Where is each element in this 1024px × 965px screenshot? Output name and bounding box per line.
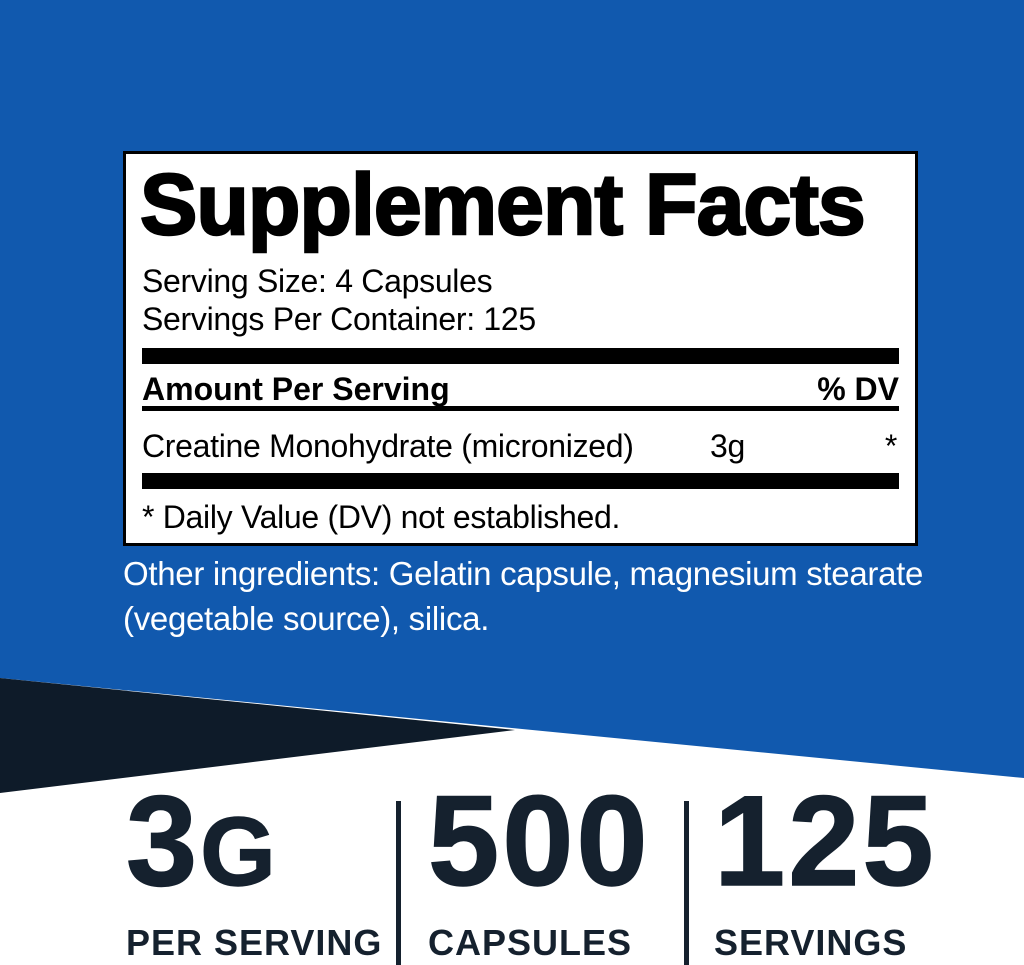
stat-servings-label: SERVINGS (714, 922, 908, 963)
divider-thick-top (142, 347, 899, 364)
ingredient-amount: 3g (710, 427, 745, 464)
stat-grams-unit: G (199, 797, 276, 906)
ingredient-dv-value: * (884, 427, 897, 464)
amount-header-row: Amount Per Serving % DV (142, 371, 899, 408)
stat-divider-right (684, 801, 689, 965)
ingredient-name: Creatine Monohydrate (micronized) (142, 427, 634, 464)
other-ingredients-line-1: Other ingredients: Gelatin capsule, magn… (123, 555, 924, 592)
other-ingredients-line-2: (vegetable source), silica. (123, 600, 490, 637)
stat-capsules-value: 500 (427, 770, 651, 913)
stat-grams-per-serving: 3G (125, 777, 276, 906)
stat-grams-label: PER SERVING (126, 922, 383, 963)
servings-per-container-line: Servings Per Container: 125 (142, 300, 536, 337)
supplement-facts-panel: Supplement Facts Serving Size: 4 Capsule… (123, 151, 918, 546)
stat-grams-value: 3 (125, 770, 201, 913)
other-ingredients: Other ingredients: Gelatin capsule, magn… (123, 551, 933, 641)
panel-title: Supplement Facts (139, 157, 867, 254)
amount-per-serving-header: Amount Per Serving (142, 370, 450, 407)
stat-capsules-label: CAPSULES (428, 922, 633, 963)
serving-size-line: Serving Size: 4 Capsules (142, 262, 493, 299)
divider-thin (142, 405, 899, 411)
stat-servings-value: 125 (713, 770, 937, 913)
percent-dv-header: % DV (817, 370, 899, 407)
dv-footnote: * Daily Value (DV) not established. (142, 498, 621, 535)
stat-divider-left (396, 801, 401, 965)
ingredient-row: Creatine Monohydrate (micronized) 3g * (142, 427, 899, 465)
divider-thick-bottom (142, 472, 899, 489)
